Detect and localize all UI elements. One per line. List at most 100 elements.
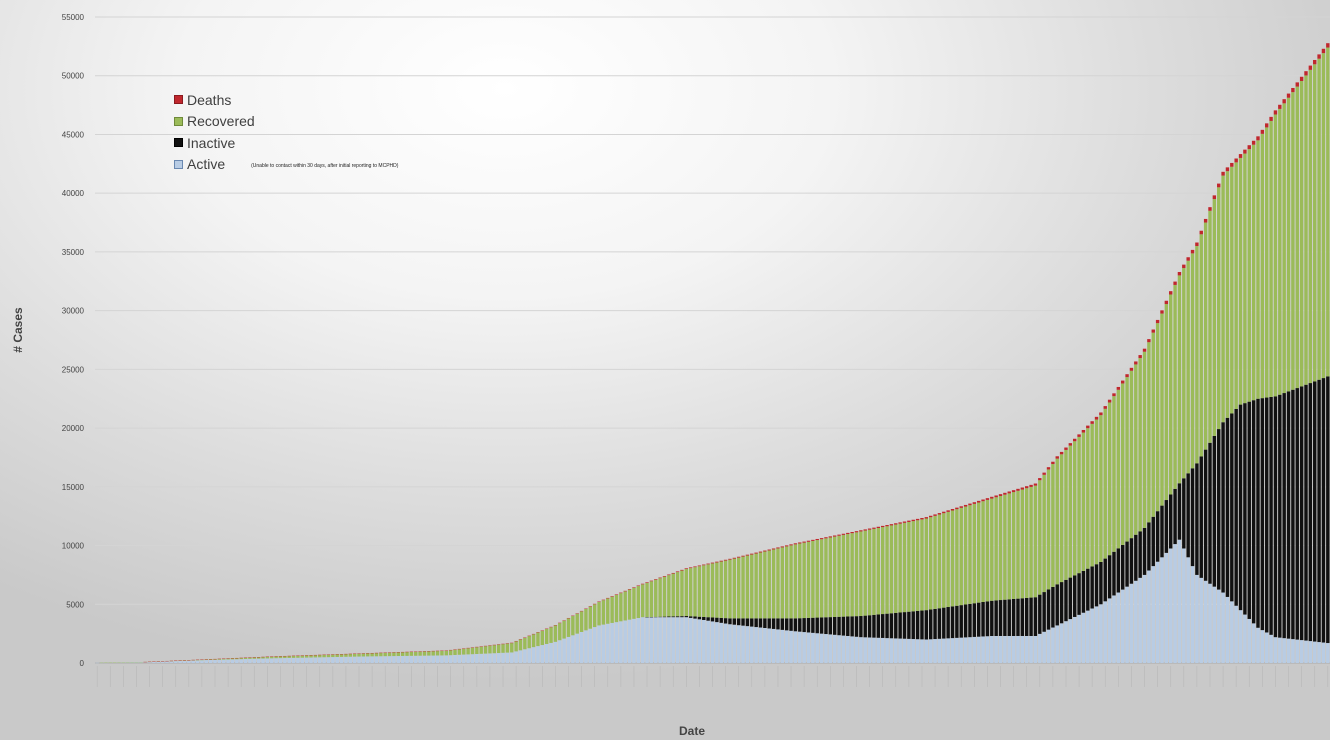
bar-recovered <box>370 653 374 657</box>
bar-deaths <box>1177 271 1182 276</box>
bar-active <box>1046 629 1051 663</box>
bar-inactive <box>846 616 850 636</box>
bar-recovered <box>1055 458 1059 585</box>
bar-active <box>470 654 475 663</box>
bar-deaths <box>1038 478 1042 481</box>
y-tick-label: 20000 <box>62 424 85 433</box>
bar-active <box>1059 623 1064 663</box>
bar-active <box>606 623 610 663</box>
bar-deaths <box>758 551 763 553</box>
bar-recovered <box>640 584 645 618</box>
bar-inactive <box>937 608 942 639</box>
bar-deaths <box>1099 412 1103 416</box>
bar-deaths <box>1286 93 1291 98</box>
bar-recovered <box>1134 364 1138 535</box>
bar-deaths <box>1265 123 1269 128</box>
bar-inactive <box>684 616 689 618</box>
bar-active <box>981 636 985 663</box>
bar-inactive <box>963 604 968 638</box>
bar-recovered <box>1121 383 1125 545</box>
bar-recovered <box>702 565 706 617</box>
bar-recovered <box>1038 480 1042 595</box>
bar-recovered <box>1265 127 1269 398</box>
bar-recovered <box>623 591 627 621</box>
bar-inactive <box>693 616 697 619</box>
bar-deaths <box>732 557 737 559</box>
bar-active <box>592 627 597 663</box>
bar-recovered <box>510 643 514 653</box>
bar-deaths <box>850 532 854 534</box>
bar-inactive <box>885 613 889 639</box>
bar-recovered <box>1099 415 1103 562</box>
bar-recovered <box>728 559 732 619</box>
bar-recovered <box>549 627 553 643</box>
bar-recovered <box>1042 474 1046 593</box>
bar-active <box>902 638 907 663</box>
bar-inactive <box>1029 597 1033 636</box>
bar-active <box>536 646 540 663</box>
bar-inactive <box>1295 388 1299 640</box>
bar-recovered <box>732 558 737 619</box>
bar-active <box>195 660 200 663</box>
y-tick-label: 40000 <box>62 189 85 198</box>
bar-recovered <box>1273 114 1278 397</box>
bar-deaths <box>1186 257 1190 261</box>
bar-deaths <box>1094 416 1099 420</box>
bar-active <box>496 653 501 663</box>
bar-recovered <box>955 509 959 606</box>
bar-deaths <box>702 564 706 566</box>
bar-active <box>453 654 457 663</box>
bar-active <box>994 635 998 663</box>
bar-inactive <box>1291 389 1295 640</box>
bar-active <box>1247 618 1251 663</box>
bar-recovered <box>261 656 265 659</box>
bar-inactive <box>1265 397 1269 633</box>
bar-recovered <box>222 658 226 660</box>
bar-inactive <box>1068 577 1073 620</box>
bar-active <box>379 656 383 663</box>
bar-inactive <box>1195 463 1199 575</box>
bar-recovered <box>880 527 885 615</box>
bar-inactive <box>929 609 933 640</box>
bar-recovered <box>937 514 942 609</box>
bar-deaths <box>1064 447 1068 450</box>
bar-inactive <box>1116 548 1121 593</box>
bar-active <box>680 617 684 663</box>
bar-deaths <box>876 526 881 529</box>
bar-active <box>972 636 977 663</box>
bar-recovered <box>710 563 715 618</box>
bar-active <box>601 624 606 663</box>
bar-recovered <box>876 528 881 615</box>
bar-active <box>230 659 235 663</box>
bar-recovered <box>1243 153 1247 404</box>
bar-active <box>1025 635 1029 663</box>
bar-inactive <box>1217 429 1221 590</box>
bar-deaths <box>907 520 911 522</box>
bar-deaths <box>819 538 824 540</box>
bar-inactive <box>767 618 771 629</box>
bar-deaths <box>1011 490 1016 493</box>
bar-deaths <box>911 519 915 522</box>
bar-recovered <box>579 611 584 632</box>
bar-deaths <box>1256 136 1260 141</box>
bar-recovered <box>313 655 318 658</box>
bar-active <box>505 652 510 663</box>
bar-active <box>174 661 178 663</box>
bar-recovered <box>654 579 658 617</box>
bar-inactive <box>1107 555 1112 599</box>
bar-recovered <box>1291 92 1295 390</box>
y-tick-label: 5000 <box>66 600 84 609</box>
bar-active <box>1199 577 1203 663</box>
bar-active <box>1225 596 1230 663</box>
bar-inactive <box>667 616 671 618</box>
bar-inactive <box>859 616 863 638</box>
bar-active <box>854 636 859 663</box>
bar-deaths <box>627 589 632 590</box>
bar-deaths <box>946 510 950 512</box>
bar-recovered <box>1251 144 1256 401</box>
bar-active <box>658 617 662 663</box>
bar-deaths <box>1234 158 1238 163</box>
bar-active <box>208 659 213 663</box>
bar-active <box>178 660 182 663</box>
bar-deaths <box>1073 438 1077 442</box>
